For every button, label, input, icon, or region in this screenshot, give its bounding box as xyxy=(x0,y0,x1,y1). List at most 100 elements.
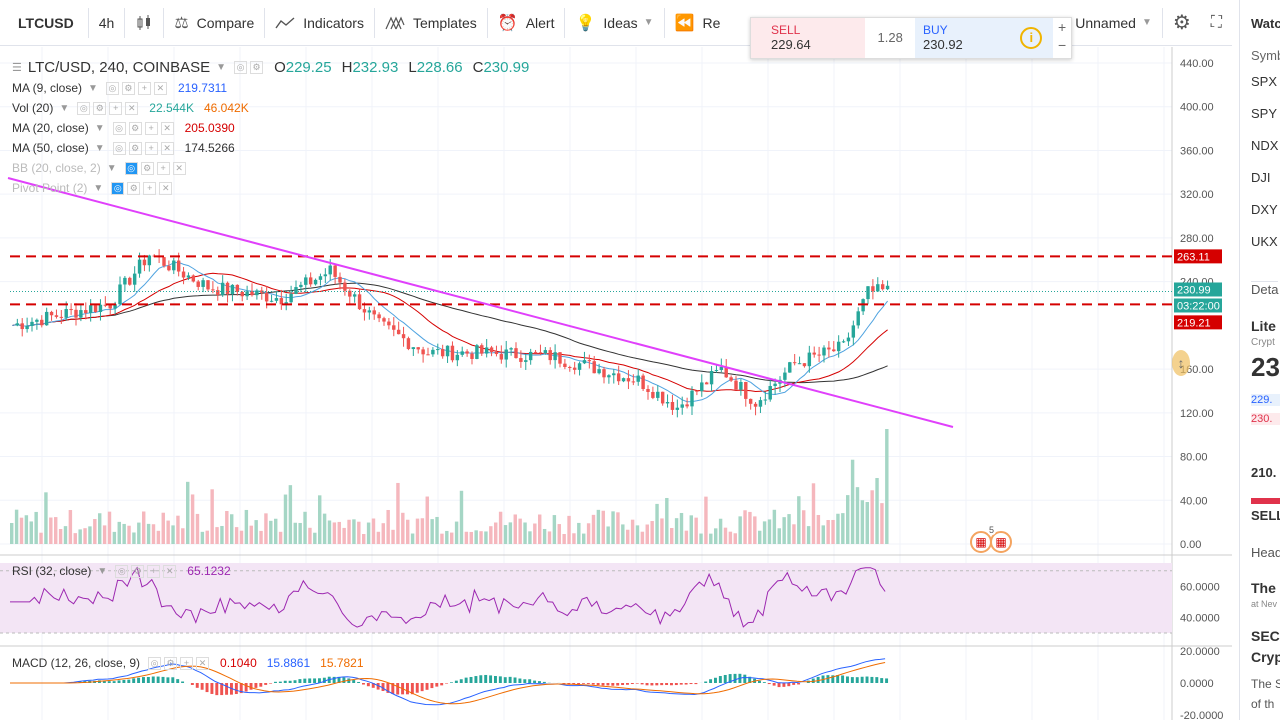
macd-histogram-bar xyxy=(870,676,874,683)
indicators-label: Indicators xyxy=(303,14,364,31)
chevron-down-icon[interactable]: ▼ xyxy=(88,82,98,94)
low-value: 228.66 xyxy=(416,59,463,76)
chevron-down-icon[interactable]: ▼ xyxy=(106,162,117,174)
chart-area[interactable]: 440.00400.00360.00320.00280.00240.00160.… xyxy=(0,47,1232,720)
symbol-search-button[interactable]: LTCUSD xyxy=(18,14,74,31)
candle-body xyxy=(64,309,68,318)
volume-bar xyxy=(278,531,283,544)
watchlist-item[interactable]: UKX xyxy=(1251,234,1278,249)
chevron-down-icon[interactable]: ▼ xyxy=(94,142,105,154)
candle-body xyxy=(216,290,220,295)
sell-label[interactable]: SELL xyxy=(1251,508,1280,523)
legend-buttons[interactable]: ◎ ⚙ + ✕ xyxy=(124,161,189,175)
alert-label: Alert xyxy=(525,14,555,31)
candle-body xyxy=(856,311,860,326)
chevron-down-icon[interactable]: ▼ xyxy=(59,102,70,114)
candle-body xyxy=(704,382,709,385)
symbol-column-header[interactable]: Symb xyxy=(1251,48,1280,63)
candle-body xyxy=(651,391,655,398)
volume-bar xyxy=(156,530,161,544)
volume-bar xyxy=(557,524,561,544)
toolbar-divider xyxy=(124,7,126,38)
volume-bar xyxy=(469,531,473,544)
toolbar-divider xyxy=(663,7,665,38)
macd-histogram-bar xyxy=(797,683,801,685)
candle-body xyxy=(817,354,821,356)
candle-body xyxy=(465,351,469,354)
watchlist-item[interactable]: DJI xyxy=(1251,170,1271,185)
candle-body xyxy=(328,265,332,275)
candle-body xyxy=(162,257,166,266)
sell-button[interactable]: SELL 229.64 xyxy=(751,18,866,58)
legend-buttons[interactable]: ◎ ⚙ + ✕ xyxy=(105,81,170,95)
candle-body xyxy=(274,298,279,301)
volume-bar xyxy=(63,526,68,544)
headline-title[interactable]: Cryp xyxy=(1251,649,1280,665)
ideas-button[interactable]: 💡 Ideas ▼ xyxy=(565,0,663,46)
legend-buttons[interactable]: ◎ ⚙ + ✕ xyxy=(77,101,141,115)
candle-body xyxy=(264,292,269,302)
earnings-events-badge[interactable]: ▦ ▦ 5 xyxy=(970,525,1014,553)
volume-bar xyxy=(674,518,679,544)
candle-body xyxy=(607,375,611,378)
legend-buttons[interactable]: ◎ ⚙ xyxy=(234,61,266,74)
candle-body xyxy=(621,378,626,382)
legend-buttons[interactable]: ◎ ⚙ + ✕ xyxy=(112,121,177,135)
chart-style-button[interactable] xyxy=(125,0,163,46)
volume-bar xyxy=(459,490,464,544)
legend-buttons[interactable]: ◎ ⚙ + ✕ xyxy=(111,181,175,195)
volume-bar xyxy=(797,496,801,544)
legend-buttons[interactable]: ◎ ⚙ + ✕ xyxy=(112,141,177,155)
chevron-down-icon[interactable]: ▼ xyxy=(97,565,108,577)
eye-icon[interactable]: ☰ xyxy=(12,62,22,74)
macd-histogram-bar xyxy=(772,683,776,686)
macd-histogram-bar xyxy=(811,678,815,683)
watchlist-item[interactable]: NDX xyxy=(1251,138,1279,153)
candle-body xyxy=(880,284,885,290)
watchlist-title[interactable]: Watc xyxy=(1251,16,1280,31)
headline-title[interactable]: SEC xyxy=(1251,628,1280,644)
legend-buttons[interactable]: ◎ ⚙ + ✕ xyxy=(148,656,212,670)
macd-histogram-bar xyxy=(215,683,219,696)
chevron-down-icon[interactable]: ▼ xyxy=(93,182,104,194)
volume-bar xyxy=(430,519,434,544)
volume-bar xyxy=(205,530,209,544)
watchlist-item[interactable]: SPY xyxy=(1251,106,1278,121)
candle-body xyxy=(504,349,508,360)
macd-histogram-bar xyxy=(283,680,287,683)
indicators-button[interactable]: Indicators xyxy=(265,0,374,46)
buy-button[interactable]: BUY 230.92 xyxy=(915,18,1010,58)
plus-button[interactable]: + xyxy=(1057,19,1067,35)
watchlist-item[interactable]: SPX xyxy=(1251,74,1278,89)
chevron-down-icon[interactable]: ▼ xyxy=(94,122,105,134)
alert-button[interactable]: ⏰ Alert xyxy=(488,0,565,46)
macd-histogram-bar xyxy=(176,679,180,683)
settings-button[interactable]: ⚙ xyxy=(1163,0,1201,46)
replay-button[interactable]: ⏪ Re xyxy=(665,0,731,46)
candle-body xyxy=(69,309,73,311)
macd-histogram-bar xyxy=(635,683,639,684)
candle-body xyxy=(783,372,787,380)
macd-histogram-bar xyxy=(836,675,840,683)
candle-body xyxy=(612,373,616,376)
candle-body xyxy=(460,351,464,355)
resize-handle[interactable]: ↕ xyxy=(1172,350,1190,376)
volume-bar xyxy=(753,516,757,544)
candle-body xyxy=(685,404,689,407)
chevron-down-icon[interactable]: ▼ xyxy=(216,62,227,73)
buy-label: BUY xyxy=(923,23,948,37)
minus-button[interactable]: − xyxy=(1057,37,1067,53)
fullscreen-button[interactable]: ⛶ xyxy=(1201,0,1232,46)
macd-histogram-bar xyxy=(274,681,277,683)
compare-button[interactable]: ⚖ Compare xyxy=(164,0,264,46)
templates-button[interactable]: Templates xyxy=(375,0,487,46)
volume-bar xyxy=(244,509,249,544)
volume-bar xyxy=(670,527,674,544)
volume-bar xyxy=(362,533,366,544)
chart-canvas[interactable]: 440.00400.00360.00320.00280.00240.00160.… xyxy=(0,47,1232,720)
headline-title[interactable]: The xyxy=(1251,580,1276,596)
legend-buttons[interactable]: ◎ ⚙ + ✕ xyxy=(115,564,179,578)
info-button[interactable]: i xyxy=(1009,18,1054,58)
watchlist-item[interactable]: DXY xyxy=(1251,202,1278,217)
interval-button[interactable]: 4h xyxy=(98,14,115,31)
